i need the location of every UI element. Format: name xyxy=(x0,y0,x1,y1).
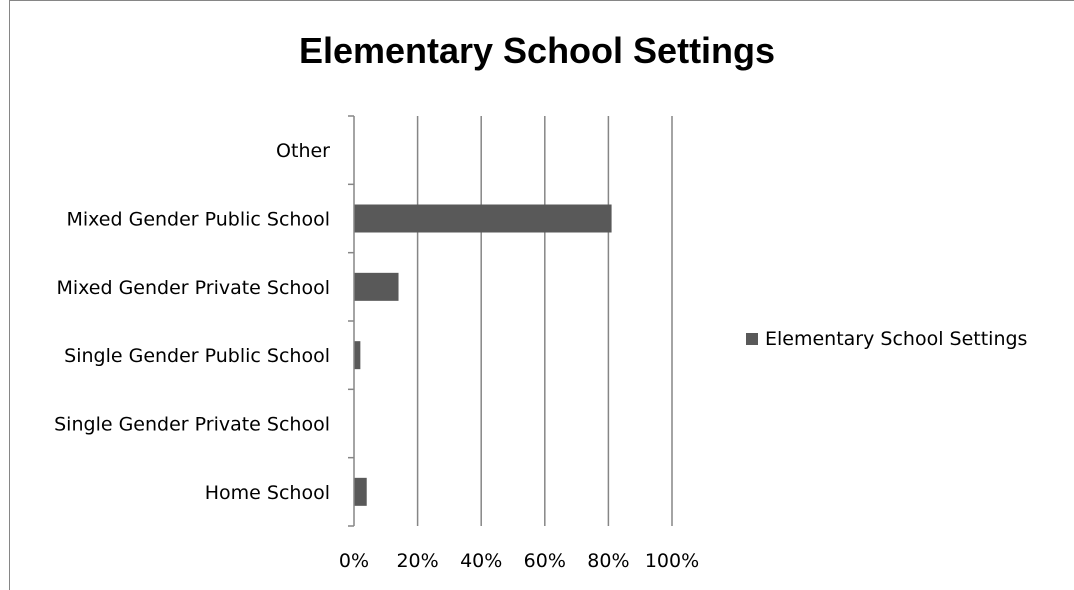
category-label: Single Gender Public School xyxy=(64,345,330,367)
legend-label: Elementary School Settings xyxy=(765,328,1028,350)
tick-label: 20% xyxy=(396,550,438,572)
bar xyxy=(354,477,367,506)
chart-title: Elementary School Settings xyxy=(298,30,776,71)
tick-label: 80% xyxy=(587,550,629,572)
category-labels: Other Mixed Gender Public School Mixed Gen… xyxy=(54,140,330,504)
tick-label: 100% xyxy=(645,550,699,572)
tick-label: 60% xyxy=(524,550,566,572)
legend: Elementary School Settings xyxy=(746,328,1027,350)
legend-swatch xyxy=(746,333,758,345)
category-label: Single Gender Private School xyxy=(54,414,330,436)
tick-label: 0% xyxy=(339,550,369,572)
tick-label: 40% xyxy=(460,550,502,572)
gridlines xyxy=(416,116,673,526)
bars xyxy=(354,204,612,506)
bar xyxy=(354,272,399,301)
category-label: Other xyxy=(276,140,330,162)
value-axis-labels: 0% 20% 40% 60% 80% 100% xyxy=(339,550,699,572)
category-label: Home School xyxy=(205,482,330,504)
chart-area xyxy=(9,0,1074,590)
category-axis xyxy=(348,115,355,527)
bar xyxy=(354,341,361,370)
category-label: Mixed Gender Private School xyxy=(56,277,330,299)
bar xyxy=(354,204,612,233)
category-label: Mixed Gender Public School xyxy=(66,209,330,231)
